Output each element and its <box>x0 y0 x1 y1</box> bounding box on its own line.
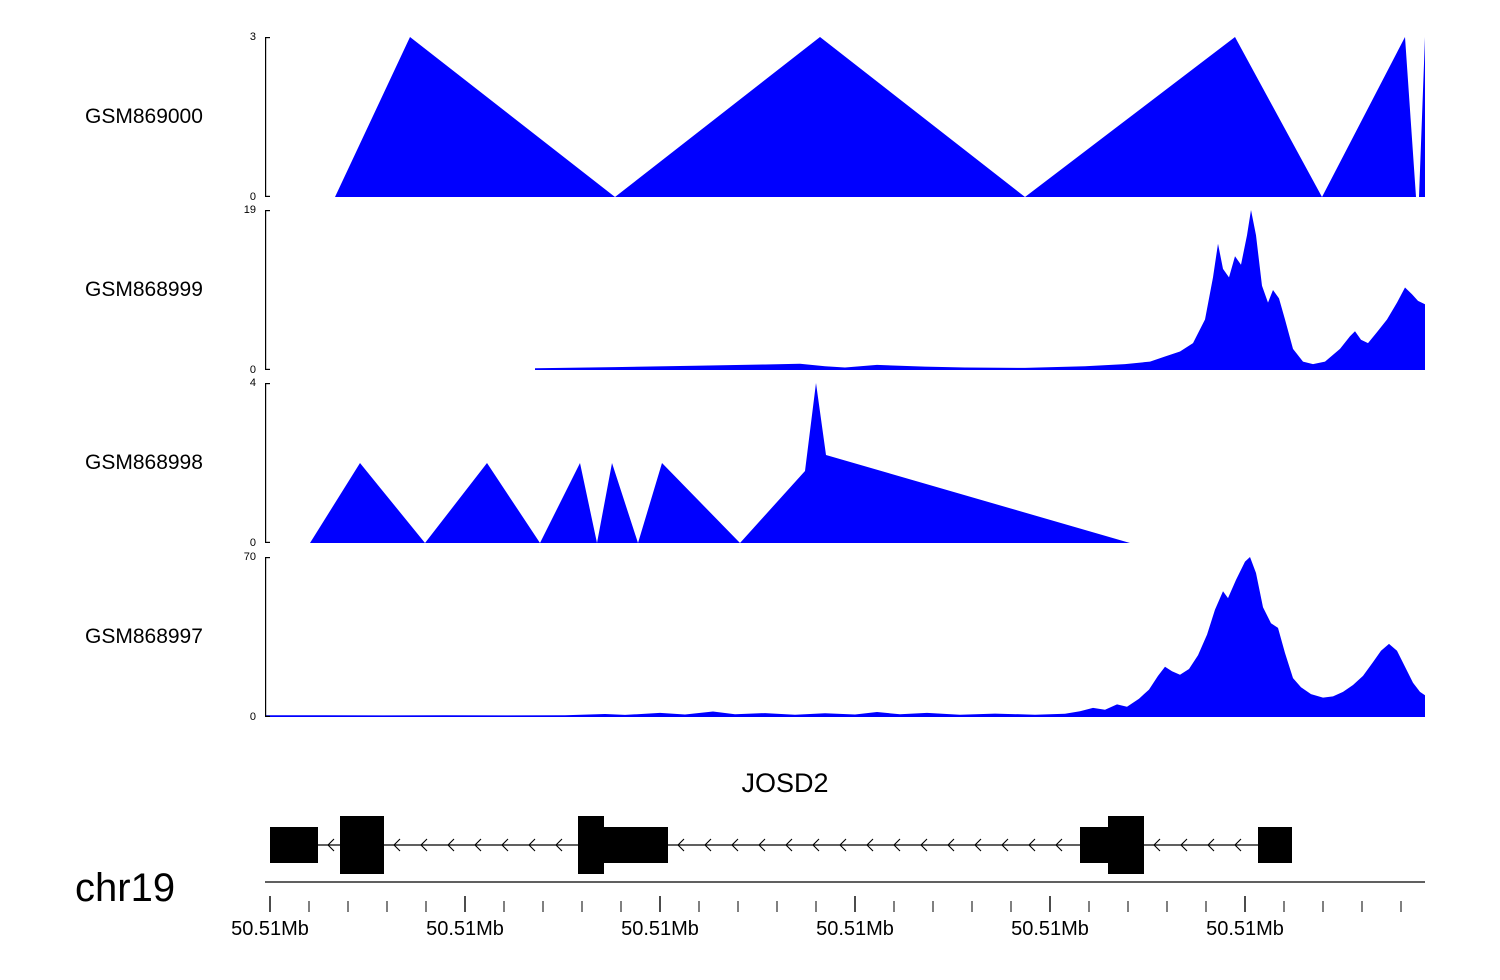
genome-axis <box>265 881 1425 912</box>
y-axis-min-label: 0 <box>249 364 256 376</box>
y-axis-max-label: 3 <box>249 31 256 43</box>
y-axis-max-label: 70 <box>243 551 256 563</box>
y-axis-min-label: 0 <box>249 711 256 723</box>
coverage-plot <box>265 37 1425 197</box>
chromosome-label: chr19 <box>75 866 176 910</box>
axis-tick-label: 50.51Mb <box>1206 918 1284 940</box>
track-row: GSM868998 4 0 <box>0 377 1500 549</box>
axis-tick-label: 50.51Mb <box>426 918 504 940</box>
coverage-plot <box>265 210 1425 370</box>
track-row: GSM868999 19 0 <box>0 204 1500 376</box>
axis-tick-label: 50.51Mb <box>1011 918 1089 940</box>
track-label: GSM868997 <box>85 625 203 648</box>
y-axis-max-label: 4 <box>249 377 256 389</box>
axis-tick-label: 50.51Mb <box>231 918 309 940</box>
gene-model-track <box>270 816 1292 874</box>
y-axis-min-label: 0 <box>249 537 256 549</box>
y-axis-max-label: 19 <box>243 204 256 216</box>
axis-tick-label: 50.51Mb <box>621 918 699 940</box>
coverage-plot <box>265 383 1130 543</box>
track-row: GSM869000 3 0 <box>0 31 1500 203</box>
track-label: GSM868998 <box>85 451 203 474</box>
track-label: GSM868999 <box>85 278 203 301</box>
track-row: GSM868997 70 0 <box>0 551 1500 723</box>
track-label: GSM869000 <box>85 105 203 128</box>
y-axis-min-label: 0 <box>249 191 256 203</box>
axis-tick-label: 50.51Mb <box>816 918 894 940</box>
gene-name-label: JOSD2 <box>741 768 829 798</box>
coverage-plot <box>265 557 1425 717</box>
